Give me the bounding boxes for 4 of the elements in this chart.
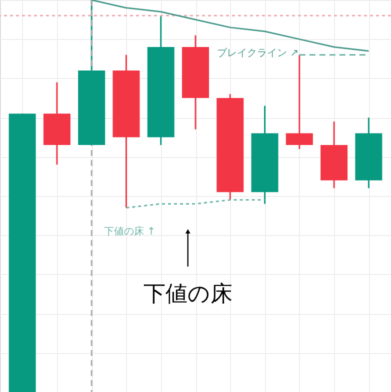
annotation: ブレイクライン ↗ [217,46,299,59]
annotation: 下値の床 [143,282,232,307]
candlestick [286,54,313,150]
annotation: 下値の床 ↑ [104,225,156,238]
